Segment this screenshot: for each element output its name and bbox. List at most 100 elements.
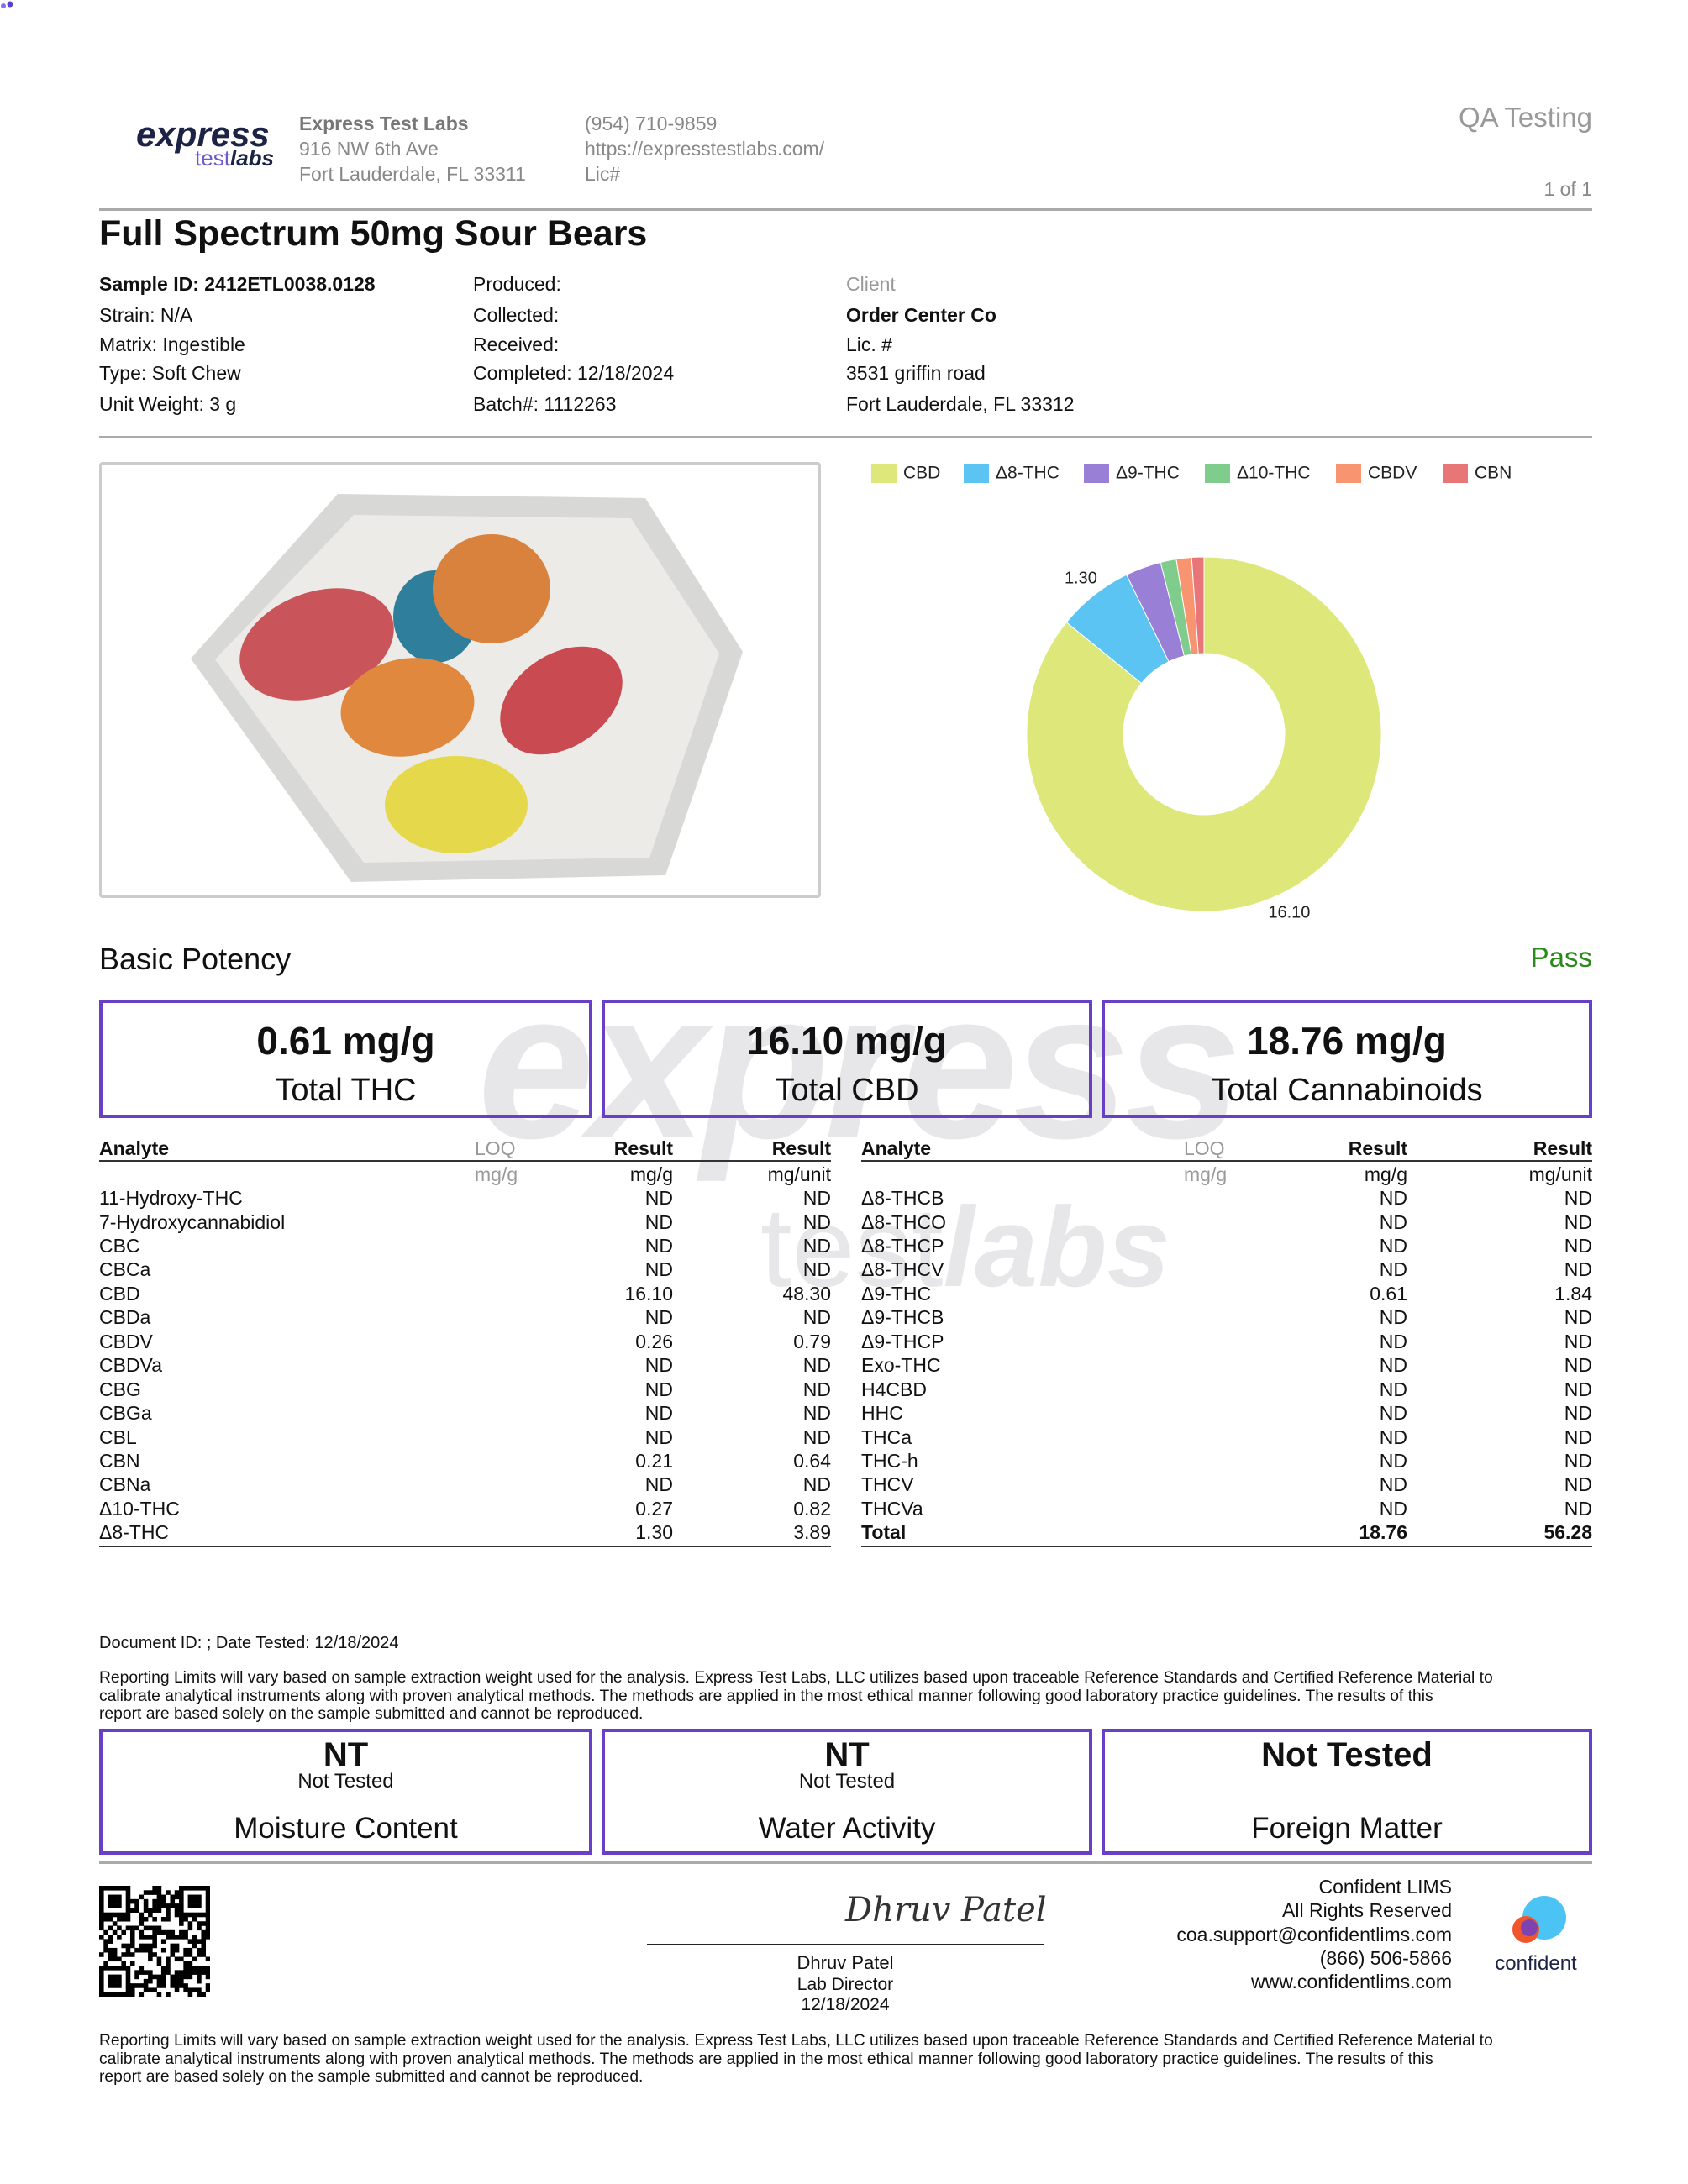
sample-date: Batch#: 1112263 — [473, 393, 617, 416]
disclaimer: Reporting Limits will vary based on samp… — [99, 2032, 1493, 2050]
result-mgunit: 0.79 — [793, 1330, 831, 1352]
client-field: Order Center Co — [846, 304, 996, 327]
analyte: CBG — [99, 1378, 141, 1400]
result-box — [602, 1729, 1092, 1855]
analyte: Δ8-THC — [99, 1521, 170, 1544]
unit: mg/g — [1184, 1163, 1228, 1186]
test-note: Not Tested — [798, 1769, 896, 1793]
analyte: CBDa — [99, 1306, 151, 1329]
result-mgunit: ND — [802, 1210, 831, 1233]
result-mgg: ND — [1379, 1378, 1407, 1400]
analyte: CBCa — [99, 1258, 151, 1281]
test-value: NT — [824, 1736, 870, 1773]
result-mgunit: 3.89 — [793, 1521, 831, 1544]
rule — [861, 1546, 1592, 1547]
result-mgg: ND — [644, 1306, 673, 1329]
rule — [99, 436, 1592, 438]
test-value: Not Tested — [1261, 1736, 1433, 1773]
sample-date: Collected: — [473, 304, 560, 327]
result-mgunit: ND — [1564, 1473, 1592, 1496]
result-mgg: ND — [1379, 1258, 1407, 1281]
test-label: Moisture Content — [234, 1812, 458, 1845]
result-mgunit: ND — [1564, 1402, 1592, 1425]
disclaimer: report are based solely on the sample su… — [99, 1705, 644, 1724]
section: QA Testing — [1459, 102, 1592, 134]
rule — [99, 1160, 831, 1162]
result-mgunit: ND — [802, 1258, 831, 1281]
client-field: Fort Lauderdale, FL 33312 — [846, 393, 1075, 416]
sample-field: Type: Soft Chew — [99, 362, 241, 385]
unit: mg/g — [1364, 1163, 1407, 1186]
result-mgunit: ND — [802, 1402, 831, 1425]
disclaimer: calibrate analytical instruments along w… — [99, 1687, 1433, 1705]
analyte: Δ8-THCB — [861, 1187, 944, 1210]
url: https://expresstestlabs.com/ — [585, 138, 825, 160]
total-label: Total THC — [275, 1073, 417, 1109]
result-mgg: ND — [1379, 1497, 1407, 1520]
result-mgunit: ND — [802, 1378, 831, 1400]
analyte: Δ9-THC — [861, 1282, 932, 1305]
result-box — [602, 1000, 1092, 1118]
analyte: Total — [861, 1521, 907, 1544]
result-mgunit: 0.82 — [793, 1497, 831, 1520]
result-mgunit: 0.64 — [793, 1449, 831, 1472]
data-label: 16.10 — [1268, 903, 1310, 921]
lims-info: (866) 506-5866 — [1319, 1947, 1452, 1970]
data-label: 1.30 — [1065, 569, 1097, 587]
legend-swatch — [1084, 464, 1109, 483]
result-mgunit: ND — [1564, 1258, 1592, 1281]
result-mgg: ND — [644, 1354, 673, 1377]
sample-field: Matrix: Ingestible — [99, 333, 245, 356]
document-id: Document ID: ; Date Tested: 12/18/2024 — [99, 1634, 399, 1652]
watermark: testlabs — [760, 1184, 1170, 1310]
status: Pass — [1530, 942, 1592, 974]
analyte: THC-h — [861, 1449, 918, 1472]
analyte: Exo-THC — [861, 1354, 941, 1377]
result-mgg: 18.76 — [1359, 1521, 1407, 1544]
unit: mg/unit — [767, 1163, 831, 1186]
watermark-part: test — [760, 1184, 944, 1310]
result-mgunit: ND — [802, 1235, 831, 1257]
result-mgg: ND — [1379, 1425, 1407, 1448]
analyte: CBNa — [99, 1473, 151, 1496]
signature: Dhruv Patel — [845, 1891, 1047, 1929]
logo: testlabs — [195, 145, 274, 171]
analyte: THCV — [861, 1473, 914, 1496]
lims-info: coa.support@confidentlims.com — [1176, 1924, 1452, 1946]
result-box — [99, 1729, 592, 1855]
confident-logo-mark — [1504, 1894, 1571, 1953]
unit: mg/unit — [1528, 1163, 1592, 1186]
analyte: CBDV — [99, 1330, 153, 1352]
legend-label: Δ10-THC — [1237, 464, 1311, 483]
column-header: LOQ — [1184, 1137, 1225, 1160]
result-mgunit: 56.28 — [1543, 1521, 1592, 1544]
donut-chart: CBD Δ8-THC Δ9-THC Δ10-THC CBDV CBN 16.10 1.30 — [871, 464, 1512, 921]
result-mgunit: ND — [802, 1306, 831, 1329]
result-mgunit: ND — [802, 1425, 831, 1448]
result-mgunit: ND — [1564, 1378, 1592, 1400]
signer-date: 12/18/2024 — [801, 1995, 890, 2015]
result-mgg: ND — [644, 1210, 673, 1233]
logo: express — [136, 113, 270, 154]
rule — [99, 208, 1592, 211]
analyte: Δ10-THC — [99, 1497, 180, 1520]
result-mgg: ND — [1379, 1354, 1407, 1377]
column-header: Analyte — [861, 1137, 932, 1160]
analyte: H4CBD — [861, 1378, 927, 1400]
analyte: 7-Hydroxycannabidiol — [99, 1210, 286, 1233]
result-mgunit: ND — [1564, 1425, 1592, 1448]
result-box — [1102, 1729, 1592, 1855]
total-value: 18.76 mg/g — [1247, 1019, 1447, 1063]
analyte: HHC — [861, 1402, 903, 1425]
sample-field: Unit Weight: 3 g — [99, 393, 237, 416]
result-mgunit: ND — [1564, 1187, 1592, 1210]
sample-photo — [102, 465, 818, 895]
analyte: Δ8-THCP — [861, 1235, 944, 1257]
result-mgunit: ND — [1564, 1306, 1592, 1329]
sample-date: Received: — [473, 333, 560, 356]
legend-label: Δ9-THC — [1116, 464, 1180, 483]
total-label: Total CBD — [775, 1073, 919, 1109]
client-field: 3531 griffin road — [846, 362, 986, 385]
result-mgg: ND — [1379, 1306, 1407, 1329]
analyte: CBGa — [99, 1402, 152, 1425]
